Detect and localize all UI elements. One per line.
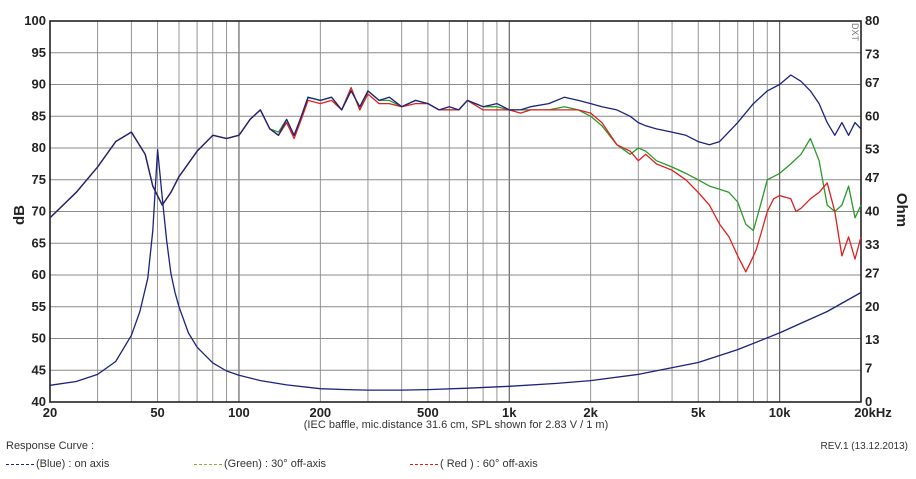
x-tick-label: 2k bbox=[583, 405, 598, 420]
y2-tick-label: 20 bbox=[865, 299, 879, 314]
legend-swatch-green bbox=[194, 463, 222, 465]
y-axis-label: dB bbox=[11, 205, 28, 225]
y2-tick-label: 53 bbox=[865, 142, 879, 157]
y2-tick-label: 13 bbox=[865, 332, 879, 347]
y2-tick-label: 60 bbox=[865, 108, 879, 123]
frequency-response-chart: 1009590858075706560555045408073676053474… bbox=[11, 13, 910, 431]
tick-labels: 1009590858075706560555045408073676053474… bbox=[24, 13, 892, 420]
y-tick-label: 85 bbox=[32, 108, 46, 123]
plot-frame bbox=[49, 20, 862, 403]
y2-tick-label: 0 bbox=[865, 394, 872, 409]
y2-tick-label: 7 bbox=[865, 361, 872, 376]
legend-item-green: (Green) : 30° off-axis bbox=[194, 458, 326, 470]
y2-axis-label: Ohm bbox=[893, 193, 910, 227]
y2-tick-label: 80 bbox=[865, 13, 879, 28]
legend-swatch-blue bbox=[6, 463, 34, 465]
y2-tick-label: 40 bbox=[865, 204, 879, 219]
y2-tick-label: 47 bbox=[865, 170, 879, 185]
y-tick-label: 60 bbox=[32, 267, 46, 282]
y-tick-label: 50 bbox=[32, 331, 46, 346]
measurement-note: (IEC baffle, mic.distance 31.6 cm, SPL s… bbox=[304, 419, 608, 431]
y-tick-label: 55 bbox=[32, 299, 46, 314]
legend-swatch-red bbox=[410, 463, 438, 465]
x-tick-label: 50 bbox=[150, 405, 164, 420]
y2-tick-label: 33 bbox=[865, 237, 879, 252]
x-tick-label: 1k bbox=[502, 405, 517, 420]
grid bbox=[49, 20, 862, 403]
x-tick-label: 20 bbox=[43, 405, 57, 420]
y-tick-label: 70 bbox=[32, 204, 46, 219]
footer-title: Response Curve : bbox=[6, 440, 95, 452]
y-tick-label: 65 bbox=[32, 235, 46, 250]
x-tick-label: 500 bbox=[417, 405, 439, 420]
y-tick-label: 100 bbox=[24, 13, 46, 28]
y-tick-label: 45 bbox=[32, 362, 46, 377]
x-tick-label: 5k bbox=[691, 405, 706, 420]
y2-tick-label: 73 bbox=[865, 46, 879, 61]
x-tick-label: 20kHz bbox=[854, 405, 892, 420]
series-layer bbox=[49, 74, 862, 391]
x-tick-label: 10k bbox=[769, 405, 791, 420]
revision-label: REV.1 (13.12.2013) bbox=[820, 441, 908, 452]
y2-tick-label: 27 bbox=[865, 265, 879, 280]
y-tick-label: 40 bbox=[32, 394, 46, 409]
legend-label-blue: (Blue) : on axis bbox=[36, 458, 110, 470]
y2-tick-label: 67 bbox=[865, 75, 879, 90]
y-tick-label: 80 bbox=[32, 140, 46, 155]
series-line-2 bbox=[49, 74, 862, 219]
legend-label-green: (Green) : 30° off-axis bbox=[224, 458, 327, 470]
side-watermark: DXT bbox=[850, 23, 860, 42]
x-tick-label: 200 bbox=[309, 405, 331, 420]
series-line-3 bbox=[49, 148, 862, 391]
legend-label-red: ( Red ) : 60° off-axis bbox=[440, 458, 538, 470]
y-tick-label: 95 bbox=[32, 45, 46, 60]
legend-item-blue: (Blue) : on axis bbox=[6, 458, 109, 470]
y-tick-label: 75 bbox=[32, 172, 46, 187]
legend-item-red: ( Red ) : 60° off-axis bbox=[410, 458, 538, 470]
y-tick-label: 90 bbox=[32, 77, 46, 92]
x-tick-label: 100 bbox=[228, 405, 250, 420]
